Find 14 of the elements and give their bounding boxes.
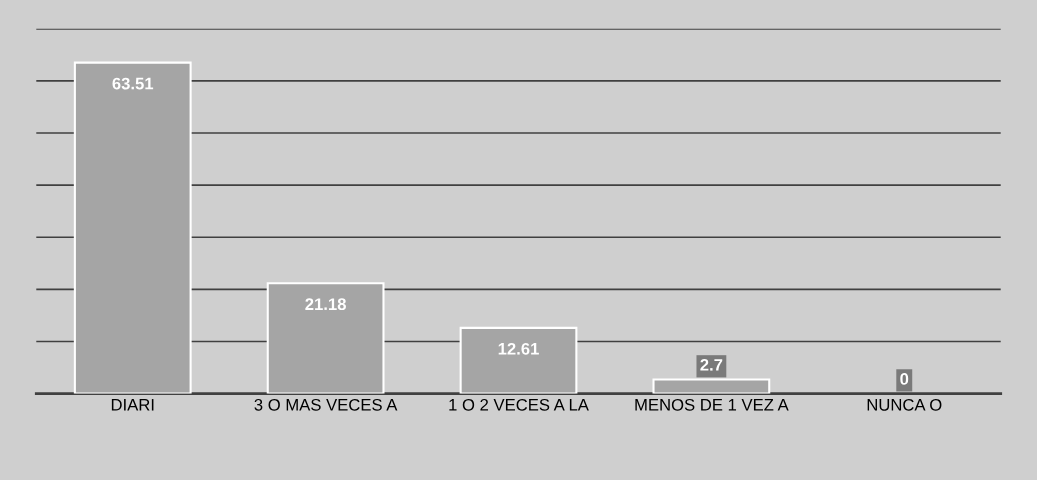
data-label: 0 xyxy=(900,373,909,385)
x-tick-label: NUNCA O xyxy=(867,398,942,411)
bar xyxy=(459,326,578,394)
bar xyxy=(652,378,771,394)
x-tick-label: DIARI xyxy=(111,399,154,411)
data-label: 2.7 xyxy=(700,358,723,371)
data-label: 21.18 xyxy=(305,298,346,311)
bar xyxy=(266,282,385,394)
bar xyxy=(73,61,192,394)
x-tick-label: 1 O 2 VECES A LA xyxy=(449,398,589,411)
x-tick-label: 3 O MAS VECES A xyxy=(254,398,398,411)
data-label: 12.61 xyxy=(498,342,539,355)
x-tick-label: MENOS DE 1 VEZ A xyxy=(635,398,789,411)
data-label: 63.51 xyxy=(112,77,154,90)
